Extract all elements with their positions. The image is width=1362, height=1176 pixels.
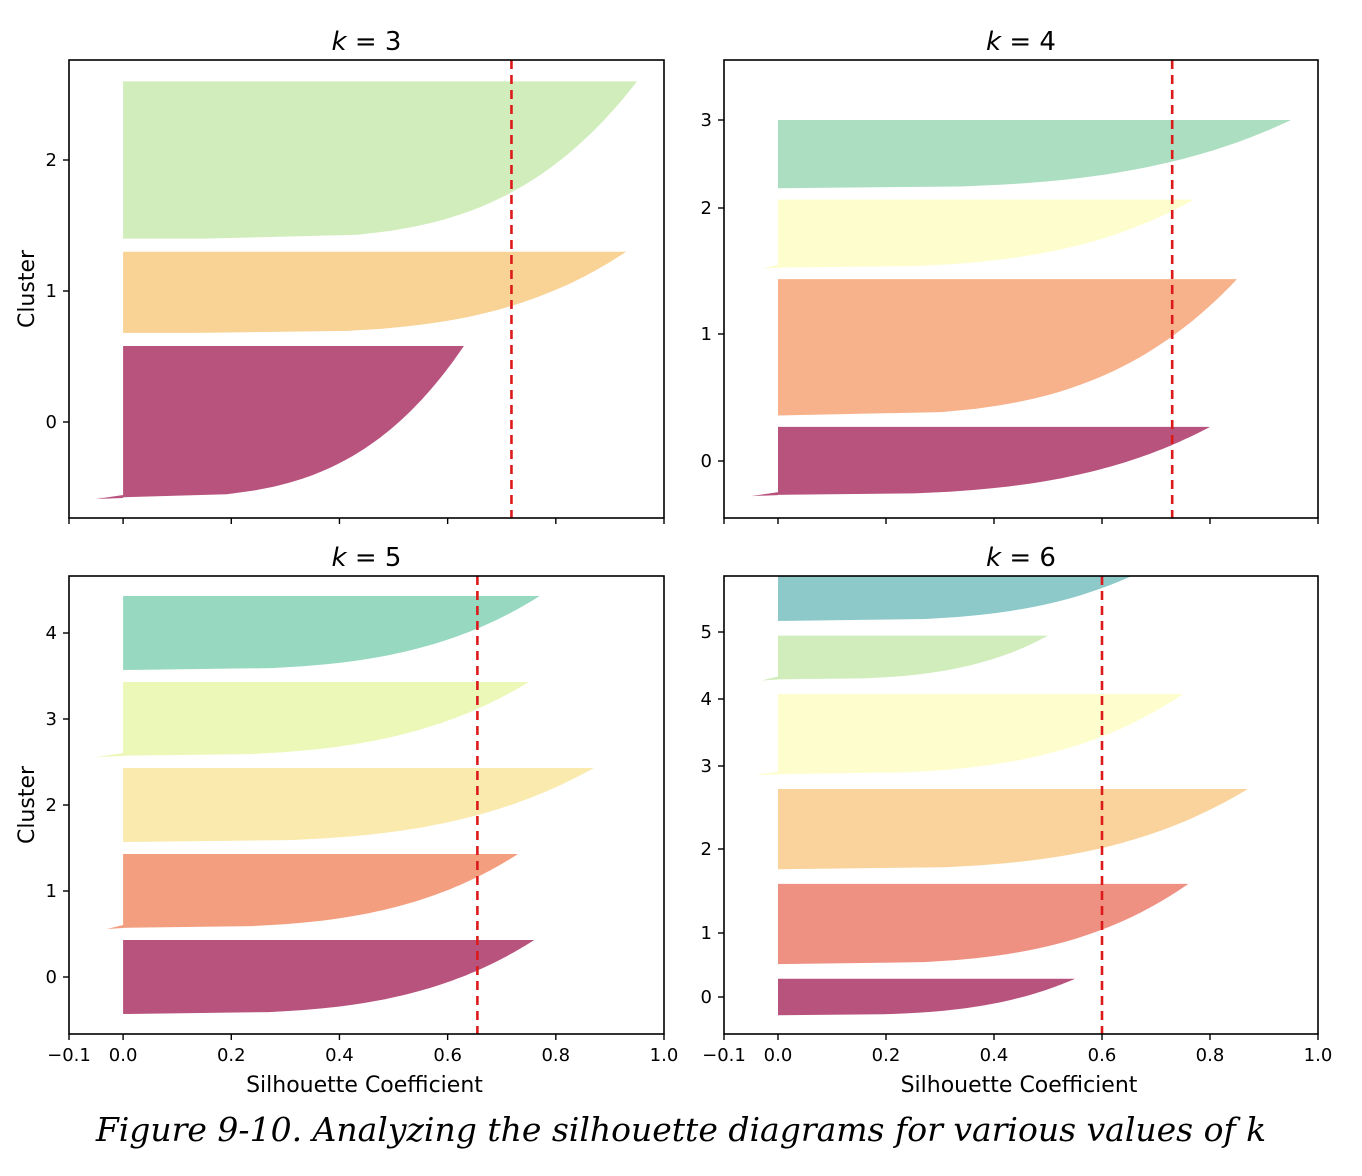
cluster-band-3: [96, 682, 529, 757]
x-tick-label: 0.0: [764, 1045, 793, 1066]
y-tick-label: 2: [701, 198, 712, 219]
cluster-bands: [96, 596, 594, 1014]
cluster-band-2: [123, 768, 594, 842]
figure-caption: Figure 9-10. Analyzing the silhouette di…: [95, 1110, 1267, 1149]
cluster-band-0: [751, 426, 1210, 497]
x-tick-label: 0.4: [980, 1045, 1009, 1066]
silhouette-panel-k5: k = 5 0 1 2 3 4 −0.1 0.0 0.2 0.4 0.6 0.8 1.0 Silhouet…: [15, 543, 678, 1098]
panel-title: k = 6: [986, 543, 1056, 573]
silhouette-panel-k4: k = 4 0 1 2 3: [701, 27, 1319, 524]
cluster-band-1: [778, 279, 1237, 416]
y-tick-label: 1: [701, 324, 712, 345]
cluster-band-2: [761, 199, 1194, 269]
x-tick-label: 0.8: [541, 1045, 570, 1066]
cluster-bands: [756, 576, 1248, 1016]
y-tick-label: 3: [701, 110, 712, 131]
panel-title: k = 3: [332, 27, 402, 57]
cluster-band-4: [761, 635, 1048, 681]
cluster-band-2: [123, 81, 637, 239]
x-tick-label: 0.2: [872, 1045, 901, 1066]
y-tick-label: 0: [701, 987, 712, 1008]
panel-title: k = 4: [986, 27, 1056, 57]
y-axis-label: Cluster: [15, 765, 40, 844]
x-tick-label: −0.1: [702, 1045, 746, 1066]
y-tick-label: 1: [701, 923, 712, 944]
y-tick-label: 1: [46, 281, 57, 302]
silhouette-figure: k = 3 0 1 2 Cluster k = 4 0 1 2 3 k = 5 0 1 2 3 4 −0.1 0.…: [15, 27, 1333, 1098]
y-tick-label: 3: [701, 756, 712, 777]
y-tick-label: 0: [46, 967, 57, 988]
panel-title: k = 5: [332, 543, 402, 573]
y-tick-label: 1: [46, 881, 57, 902]
x-tick-label: 1.0: [650, 1045, 679, 1066]
x-tick-label: −0.1: [47, 1045, 91, 1066]
y-tick-label: 2: [46, 150, 57, 171]
cluster-bands: [96, 81, 637, 499]
x-tick-label: 0.8: [1196, 1045, 1225, 1066]
silhouette-panel-k3: k = 3 0 1 2 Cluster: [15, 27, 665, 524]
y-tick-label: 2: [46, 795, 57, 816]
x-tick-label: 0.4: [325, 1045, 354, 1066]
cluster-band-1: [778, 883, 1189, 965]
y-tick-label: 0: [46, 412, 57, 433]
cluster-bands: [751, 120, 1291, 497]
x-axis-label: Silhouette Coefficient: [246, 1073, 483, 1098]
x-axis-label: Silhouette Coefficient: [901, 1073, 1138, 1098]
x-tick-label: 0.6: [433, 1045, 462, 1066]
x-tick-label: 0.6: [1088, 1045, 1117, 1066]
cluster-band-0: [778, 978, 1075, 1016]
cluster-band-1: [106, 854, 518, 929]
cluster-band-1: [123, 251, 627, 333]
x-tick-label: 0.2: [217, 1045, 246, 1066]
axes-frame: [68, 59, 665, 519]
y-tick-label: 4: [46, 623, 57, 644]
y-tick-label: 3: [46, 709, 57, 730]
cluster-band-3: [778, 120, 1291, 189]
y-tick-label: 0: [701, 451, 712, 472]
axes-frame: [723, 59, 1319, 519]
x-tick-label: 1.0: [1304, 1045, 1333, 1066]
cluster-band-0: [123, 940, 535, 1014]
cluster-band-0: [96, 346, 464, 499]
y-tick-label: 2: [701, 839, 712, 860]
cluster-band-3: [756, 694, 1183, 776]
cluster-band-5: [778, 576, 1132, 622]
cluster-band-2: [778, 788, 1248, 870]
y-tick-label: 4: [701, 689, 712, 710]
y-tick-label: 5: [701, 622, 712, 643]
silhouette-panel-k6: k = 6 0 1 2 3 4 5 −0.1 0.0 0.2 0.4 0.6 0.8 1.0 Silhoue…: [701, 543, 1333, 1098]
x-tick-label: 0.0: [109, 1045, 138, 1066]
cluster-band-4: [123, 596, 540, 670]
axes-frame: [723, 575, 1319, 1035]
y-axis-label: Cluster: [15, 249, 40, 328]
